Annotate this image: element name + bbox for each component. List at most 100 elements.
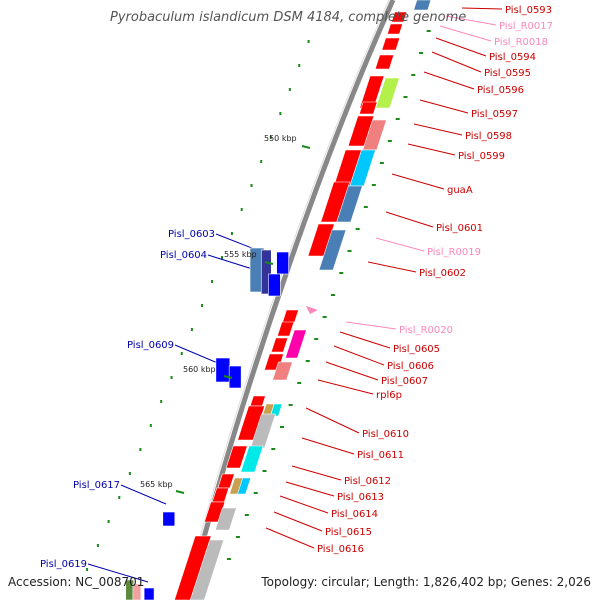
- dotted-guide: [107, 520, 110, 523]
- dotted-guide: [339, 272, 344, 274]
- dotted-guide: [387, 140, 392, 142]
- label-leader: [174, 344, 221, 365]
- dotted-guide: [426, 30, 431, 32]
- label-leader: [273, 511, 323, 532]
- label-leader: [291, 465, 342, 481]
- label-leader: [435, 37, 487, 57]
- dotted-guide: [170, 376, 173, 379]
- gene-label: Pisl_0597: [471, 109, 518, 120]
- dotted-guide: [211, 280, 214, 283]
- label-leader: [339, 331, 391, 349]
- label-leader: [391, 173, 445, 190]
- label-leader-lines: [87, 7, 503, 583]
- gene-label: Pisl_0605: [393, 344, 440, 355]
- gene-feature-reverse: [215, 357, 231, 383]
- genome-title: Pyrobaculum islandicum DSM 4184, complet…: [110, 10, 467, 25]
- dotted-guide: [253, 492, 258, 494]
- gene-label: Pisl_0615: [325, 527, 372, 538]
- dotted-guide: [201, 304, 204, 307]
- gene-feature: [374, 54, 395, 70]
- label-leader: [445, 15, 497, 26]
- dotted-guide: [139, 448, 142, 451]
- gene-feature-reverse: [162, 511, 176, 527]
- label-leader: [407, 143, 456, 156]
- dotted-guide: [118, 496, 121, 499]
- gene-feature: [249, 395, 266, 407]
- dotted-guide: [240, 208, 243, 211]
- dotted-guide: [250, 184, 253, 187]
- gene-label: Pisl_0607: [381, 376, 428, 387]
- gene-label: Pisl_0611: [357, 450, 404, 461]
- dotted-guide: [279, 426, 284, 428]
- dotted-guide: [288, 88, 291, 91]
- gene-feature: [211, 487, 230, 503]
- topology-summary: Topology: circular; Length: 1,826,402 bp…: [261, 575, 591, 589]
- gene-label: Pisl_0594: [489, 52, 536, 63]
- dotted-guide: [221, 256, 224, 259]
- outer-dotted-guides: [86, 30, 431, 571]
- gene-label: Pisl_0613: [337, 492, 384, 503]
- dotted-guide: [305, 360, 310, 362]
- gene-feature: [381, 37, 401, 51]
- gene-feature: [336, 185, 363, 223]
- gene-label: Pisl_0602: [419, 268, 466, 279]
- gene-label: Pisl_0612: [344, 476, 391, 487]
- gene-label: Pisl_R0018: [494, 37, 548, 48]
- dotted-guide: [149, 424, 152, 427]
- gene-feature: [413, 0, 432, 11]
- dotted-guide: [128, 472, 131, 475]
- gene-label: Pisl_0595: [484, 68, 531, 79]
- accession-label: Accession: NC_008701: [8, 575, 145, 589]
- kbp-tick: [264, 261, 274, 265]
- gene-label: Pisl_R0019: [427, 247, 481, 258]
- label-leader: [419, 99, 469, 114]
- label-leader: [375, 237, 425, 252]
- gene-label: Pisl_0604: [160, 250, 207, 261]
- kbp-tick: [223, 375, 233, 379]
- dotted-guide: [244, 514, 249, 516]
- gene-feature: [225, 445, 248, 469]
- dotted-guide: [307, 40, 310, 43]
- dotted-guide: [190, 328, 193, 331]
- gene-label: Pisl_R0017: [499, 21, 553, 32]
- gene-feature: [358, 101, 378, 115]
- gene-features: [125, 0, 432, 601]
- gene-label: Pisl_0598: [465, 131, 512, 142]
- gene-label: rpl6p: [376, 390, 402, 401]
- gene-label: Pisl_0603: [168, 229, 215, 240]
- gene-feature: [214, 507, 237, 531]
- label-leader: [301, 437, 355, 455]
- dotted-guide: [297, 382, 302, 384]
- dotted-guide: [269, 136, 272, 139]
- label-leader: [345, 321, 397, 330]
- gene-feature: [240, 445, 264, 473]
- kbp-tick-label: 560 kbp: [183, 365, 216, 374]
- dotted-guide: [262, 470, 267, 472]
- label-leader: [120, 484, 167, 505]
- label-leader: [279, 495, 329, 514]
- gene-feature: [375, 77, 400, 109]
- kbp-tick-marks: 550 kbp 555 kbp 560 kbp 565 kbp: [140, 134, 311, 494]
- label-leader: [423, 71, 475, 90]
- gene-feature: [318, 229, 347, 271]
- gene-feature-reverse: [143, 587, 155, 601]
- gene-label: Pisl_0619: [40, 559, 87, 570]
- gene-label: Pisl_0599: [458, 151, 505, 162]
- gene-label: Pisl_0606: [387, 361, 434, 372]
- gene-feature: [386, 23, 404, 35]
- gene-label: Pisl_0609: [127, 340, 174, 351]
- label-leader: [285, 481, 335, 497]
- label-leader: [265, 527, 315, 549]
- dotted-guide: [230, 232, 233, 235]
- gene-label: Pisl_0601: [436, 223, 483, 234]
- label-leader: [325, 361, 379, 381]
- kbp-tick-label: 565 kbp: [140, 480, 173, 489]
- rna-feature: [306, 306, 318, 314]
- dotted-guide: [411, 74, 416, 76]
- dotted-guide: [395, 118, 400, 120]
- kbp-tick-label: 555 kbp: [224, 250, 257, 259]
- dotted-guide: [347, 250, 352, 252]
- label-leader: [317, 379, 374, 395]
